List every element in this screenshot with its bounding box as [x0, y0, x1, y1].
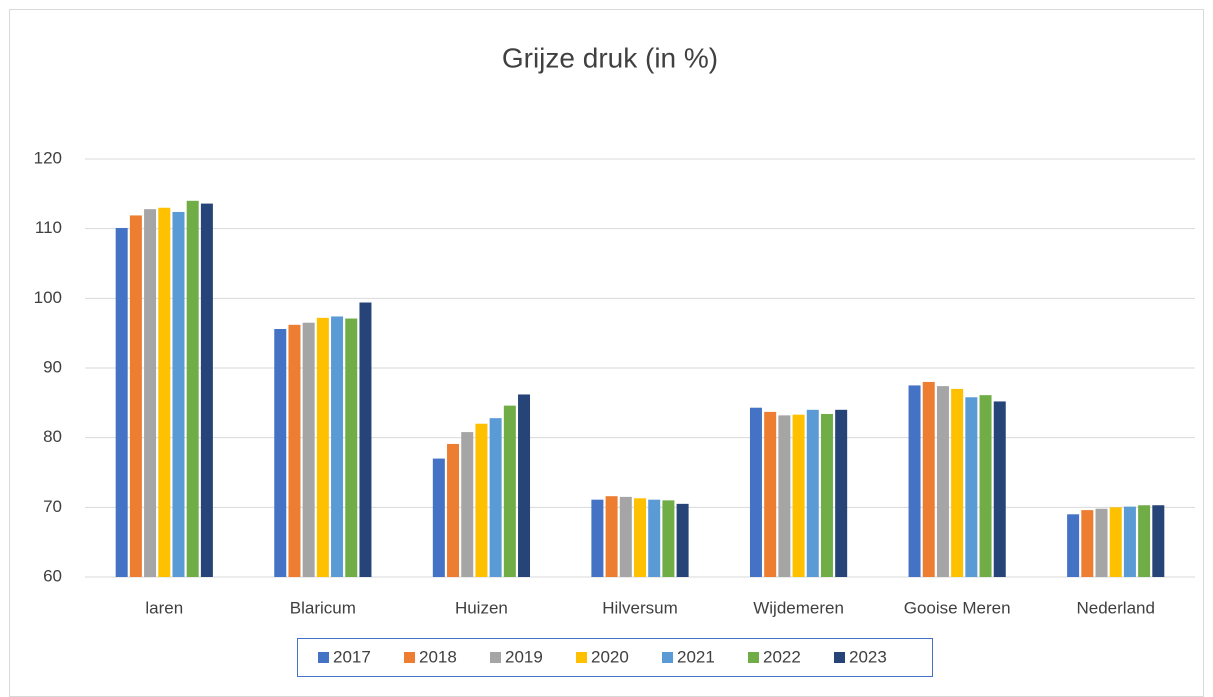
bar [274, 328, 287, 577]
legend-label: 2022 [763, 647, 801, 666]
legend-swatch [834, 652, 845, 663]
legend-swatch [404, 652, 415, 663]
bar [144, 209, 157, 577]
legend-label: 2023 [849, 647, 887, 666]
legend-label: 2019 [505, 647, 543, 666]
bar [993, 401, 1006, 577]
bar [764, 411, 777, 577]
bar [345, 318, 358, 577]
bar [115, 227, 128, 577]
bar [778, 415, 791, 577]
y-tick-label: 120 [34, 148, 62, 167]
chart-title: Grijze druk (in %) [502, 42, 718, 73]
legend-box [297, 638, 933, 677]
bar [518, 394, 531, 577]
y-tick-label: 90 [43, 357, 62, 376]
legend-swatch [576, 652, 587, 663]
bar [1138, 505, 1151, 577]
y-tick-label: 60 [43, 566, 62, 585]
y-tick-label: 80 [43, 427, 62, 446]
x-tick-label: Blaricum [290, 598, 356, 617]
x-tick-label: Nederland [1076, 598, 1154, 617]
bar [475, 423, 488, 577]
bar [359, 302, 372, 577]
bar [489, 418, 502, 577]
legend-label: 2020 [591, 647, 629, 666]
x-tick-label: Hilversum [602, 598, 678, 617]
bar [922, 381, 935, 577]
legend-swatch [662, 652, 673, 663]
bar [979, 395, 992, 577]
legend-label: 2017 [333, 647, 371, 666]
x-tick-label: laren [145, 598, 183, 617]
bar [1067, 514, 1080, 577]
y-tick-label: 70 [43, 497, 62, 516]
bar [331, 316, 344, 577]
bar [1152, 505, 1165, 577]
y-tick-label: 110 [35, 218, 62, 237]
bar [316, 317, 329, 577]
bar [605, 496, 618, 577]
bar [1081, 510, 1094, 577]
bar [936, 386, 949, 577]
legend-swatch [748, 652, 759, 663]
bar [676, 503, 689, 577]
bar [591, 499, 604, 577]
bar [619, 496, 632, 577]
bar [172, 211, 185, 578]
bar [158, 207, 171, 577]
bar [461, 432, 474, 577]
bar [129, 215, 142, 577]
x-tick-label: Wijdemeren [753, 598, 844, 617]
y-tick-label: 100 [34, 288, 62, 307]
legend-swatch [318, 652, 329, 663]
bar [806, 409, 819, 577]
legend-label: 2021 [677, 647, 715, 666]
bar [302, 322, 315, 577]
bar [662, 500, 675, 577]
bar [835, 409, 848, 577]
legend-label: 2018 [419, 647, 457, 666]
bar [503, 405, 516, 577]
bar [1109, 507, 1122, 577]
bar [432, 458, 445, 577]
bar [1123, 506, 1136, 577]
bar [1095, 508, 1108, 577]
bar [908, 385, 921, 577]
bar [820, 413, 833, 577]
x-tick-label: Gooise Meren [904, 598, 1011, 617]
bar [200, 203, 213, 577]
bar [648, 499, 661, 577]
bar [965, 397, 978, 577]
bar [288, 324, 301, 577]
bar [792, 414, 805, 577]
legend-swatch [490, 652, 501, 663]
bar [634, 498, 646, 577]
bar [447, 443, 460, 577]
x-tick-label: Huizen [455, 598, 508, 617]
bar [749, 407, 762, 577]
bar [186, 200, 199, 578]
bar [951, 388, 964, 577]
